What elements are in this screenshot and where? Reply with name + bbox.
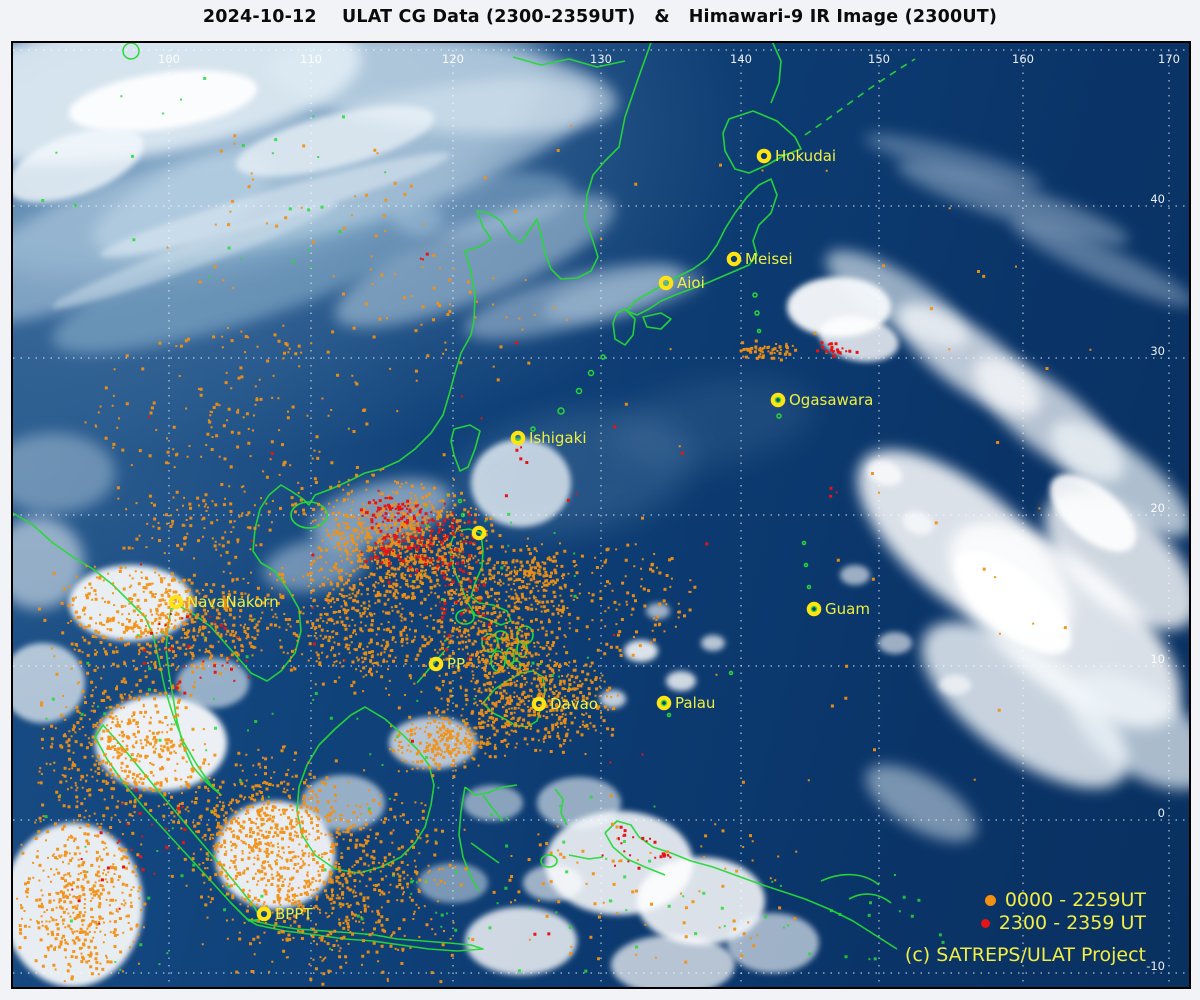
station-label: Palau (675, 694, 715, 712)
red-dot-icon (980, 919, 990, 928)
station-marker (471, 525, 487, 541)
lat-label: 0 (1158, 806, 1165, 820)
station-label: Davao (550, 695, 598, 713)
station-label: Ishigaki (529, 429, 586, 447)
station-label: Meisei (745, 250, 793, 268)
station-label: Ogasawara (789, 391, 873, 409)
lon-label: 140 (730, 52, 752, 66)
legend-item-previous: 0000 - 2259UT (984, 889, 1146, 911)
station-marker: Hokudai (756, 147, 836, 165)
station-label: Guam (825, 600, 870, 618)
legend-item-latest: 2300 - 2359 UT (980, 912, 1146, 934)
latlon-grid (13, 49, 1189, 984)
lat-label: -10 (1146, 959, 1165, 973)
lightning-dots-previous-layer (16, 124, 1092, 986)
lat-label: 30 (1150, 344, 1165, 358)
lat-label: 40 (1150, 192, 1165, 206)
project-credit: (c) SATREPS/ULAT Project (904, 944, 1146, 966)
lon-label: 160 (1012, 52, 1034, 66)
lon-label: 110 (300, 52, 322, 66)
station-marker: Aioi (658, 274, 705, 292)
lon-label: 170 (1158, 52, 1180, 66)
station-marker: Ogasawara (770, 391, 873, 409)
station-marker: Davao (531, 695, 598, 713)
legend-label-latest: 2300 - 2359 UT (998, 912, 1146, 934)
station-marker: Palau (656, 694, 715, 712)
image-title: 2024-10-12 ULAT CG Data (2300-2359UT) & … (202, 7, 998, 27)
lat-label: 20 (1150, 501, 1165, 515)
legend-label-previous: 0000 - 2259UT (1004, 889, 1146, 911)
station-label: PP (447, 655, 465, 673)
station-marker: Ishigaki (510, 429, 586, 447)
station-marker: NavaNakorn (168, 593, 279, 611)
lon-label: 120 (442, 52, 464, 66)
station-marker: Meisei (726, 250, 793, 268)
legend: 0000 - 2259UT 2300 - 2359 UT (980, 889, 1146, 934)
lat-label: 10 (1150, 652, 1165, 666)
orange-dot-icon (984, 895, 996, 906)
station-marker: Guam (806, 600, 870, 618)
station-markers-layer: Hokudai Meisei Aioi Ishigaki Ogasawara Guam Pa… (168, 147, 873, 923)
lon-label: 150 (868, 52, 890, 66)
ir-clouds-layer (13, 43, 1189, 987)
station-label: NavaNakorn (187, 593, 279, 611)
station-marker: PP (428, 655, 465, 673)
station-label: BPPT (275, 905, 313, 923)
station-label: Hokudai (775, 147, 836, 165)
lon-label: 130 (590, 52, 612, 66)
satellite-map: 100 110 120 130 140 150 160 170 40 30 20 10 0 -10 Hok… (11, 41, 1191, 989)
station-label: Aioi (677, 274, 705, 292)
station-marker: BPPT (256, 905, 313, 923)
lon-label: 100 (158, 52, 180, 66)
